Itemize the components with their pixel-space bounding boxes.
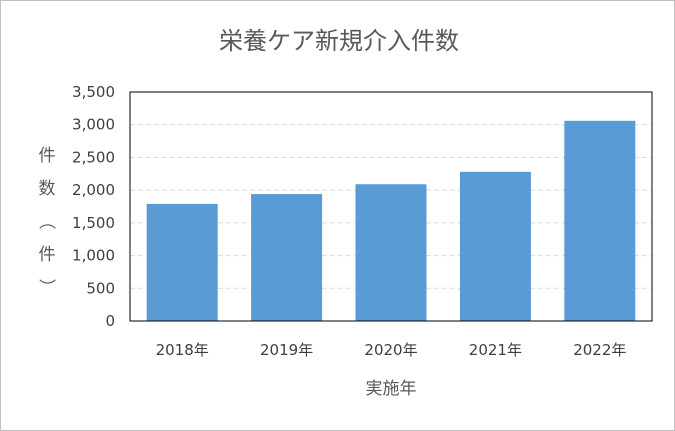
x-tick-label: 2018年 <box>156 341 209 359</box>
y-tick-label: 1,000 <box>72 247 115 265</box>
x-tick-label: 2022年 <box>573 341 626 359</box>
y-axis-label-char: 件 <box>39 245 56 265</box>
x-axis-label: 実施年 <box>366 379 417 399</box>
y-tick-label: 2,500 <box>72 148 115 166</box>
bars <box>146 120 636 321</box>
bar <box>251 194 323 321</box>
y-axis-label-char: ） <box>36 279 56 296</box>
x-tick-labels: 2018年 2019年 2020年 2021年 2022年 <box>156 341 627 359</box>
y-tick-label: 2,000 <box>72 181 115 199</box>
x-tick-label: 2019年 <box>260 341 313 359</box>
y-tick-labels: 0 500 1,000 1,500 2,000 2,500 3,000 3,500 <box>72 83 115 330</box>
y-axis-label-char: 数 <box>39 179 56 199</box>
y-tick-label: 0 <box>105 312 115 330</box>
y-axis-label-char: （ <box>36 213 56 230</box>
bar <box>459 171 531 321</box>
y-tick-label: 1,500 <box>72 214 115 232</box>
plot-area-border <box>129 91 653 322</box>
chart-title: 栄養ケア新規介入件数 <box>219 27 459 55</box>
y-axis-label-char: 件 <box>39 146 56 166</box>
y-axis-label: 件数（件） <box>36 146 56 296</box>
y-tick-label: 3,500 <box>72 83 115 101</box>
bar <box>355 184 427 321</box>
x-tick-label: 2020年 <box>364 341 417 359</box>
y-tick-label: 3,000 <box>72 116 115 134</box>
x-tick-label: 2021年 <box>469 341 522 359</box>
bar <box>564 120 636 321</box>
bar <box>146 203 218 321</box>
y-tick-label: 500 <box>86 279 115 297</box>
